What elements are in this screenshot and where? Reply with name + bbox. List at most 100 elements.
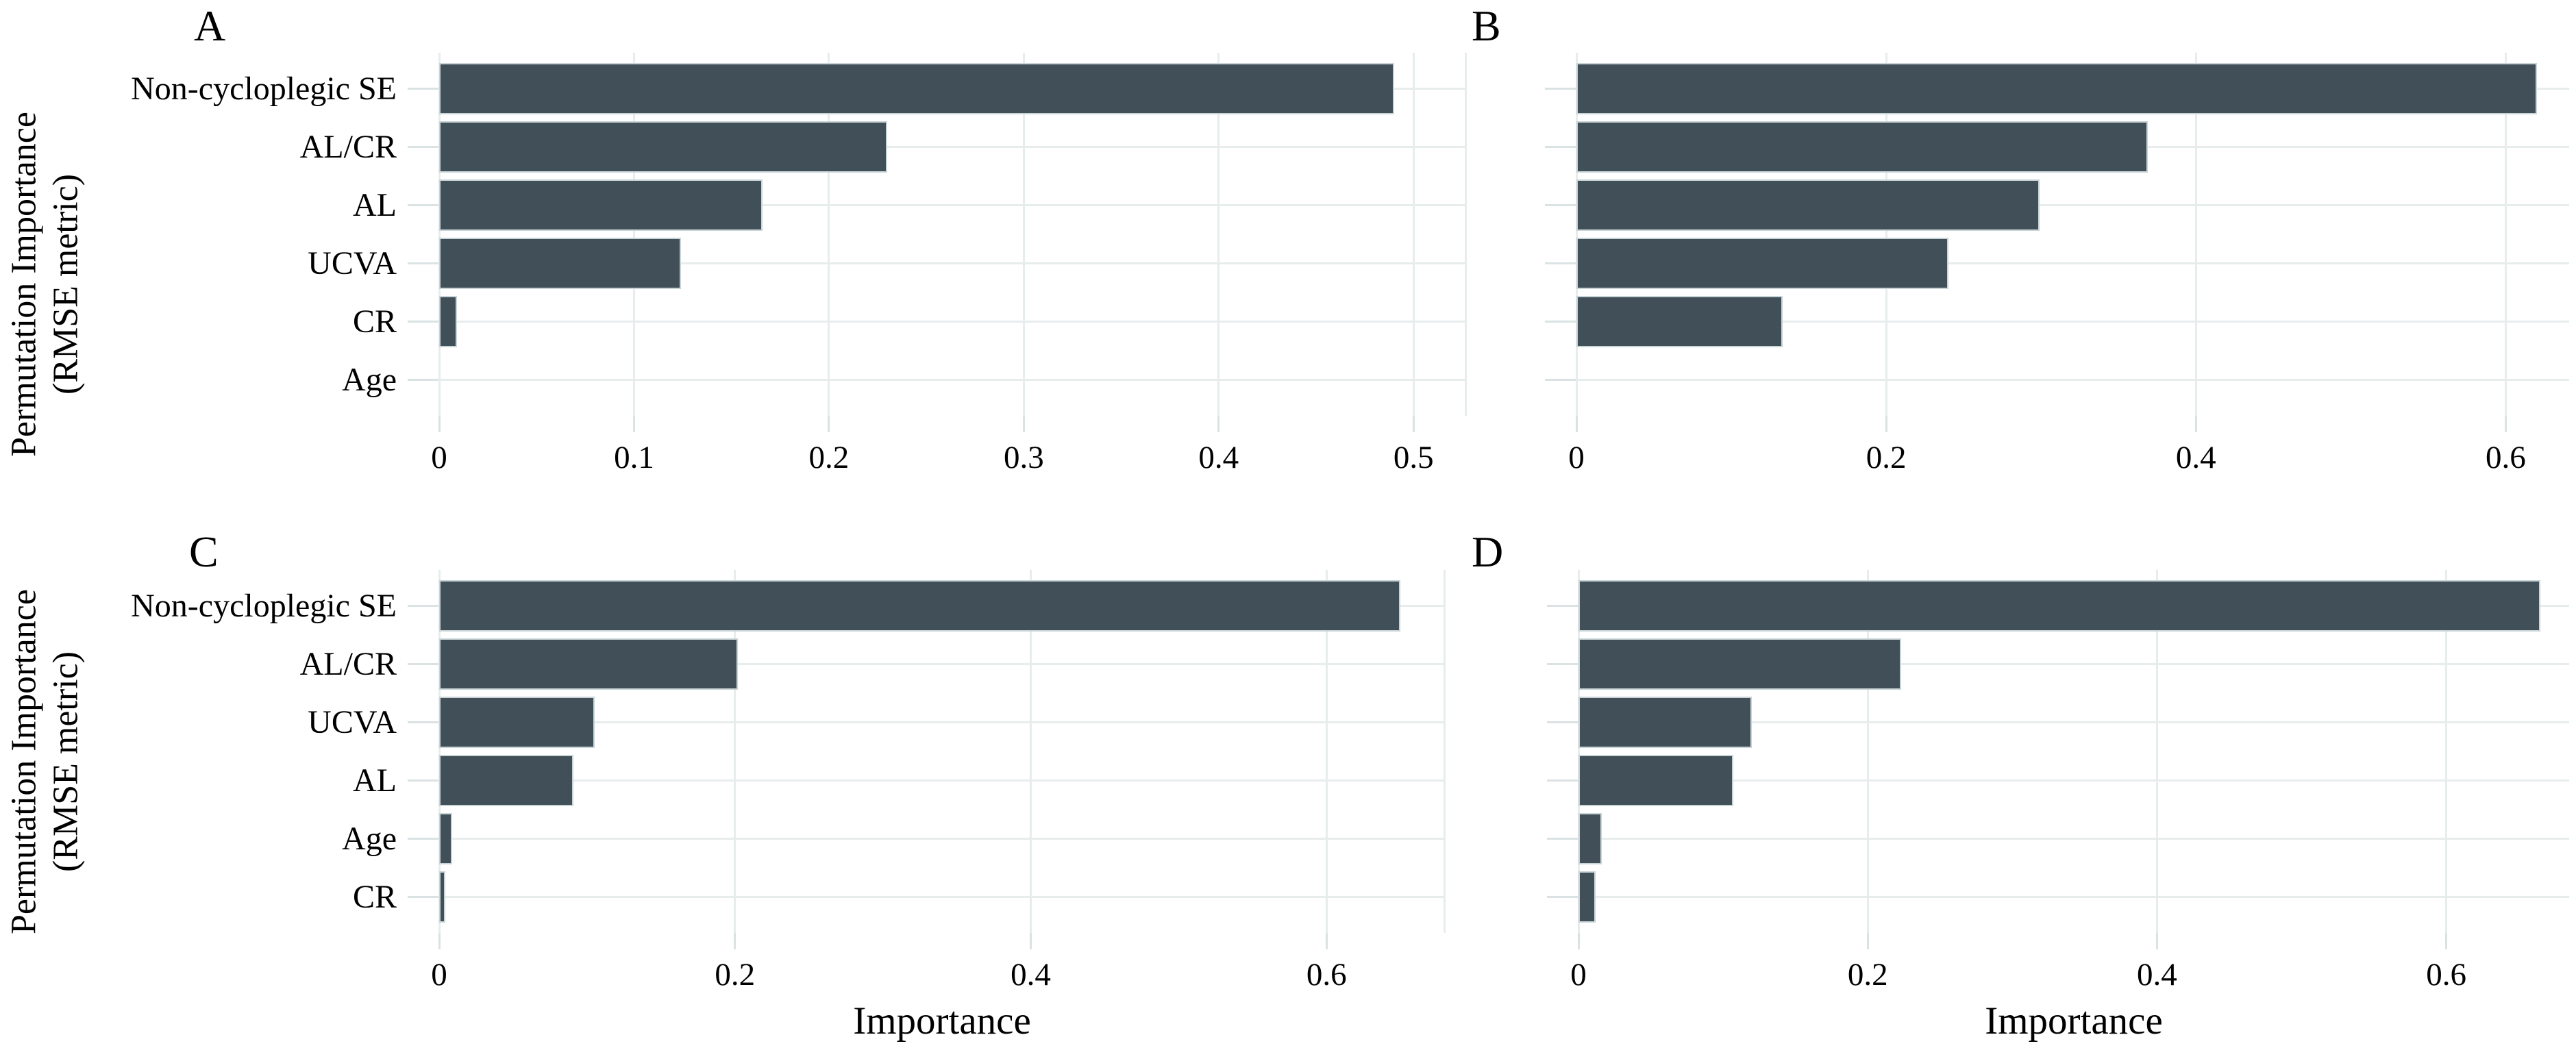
gridline-x [1217, 53, 1220, 416]
y-tick-mark [1547, 896, 1578, 898]
bar [1578, 697, 1753, 748]
panel-label-a: A [194, 1, 226, 50]
gridline-y [439, 262, 1466, 264]
x-tick-mark [2194, 416, 2197, 432]
x-tick-mark [2445, 933, 2448, 949]
y-category-label: UCVA [308, 245, 397, 282]
gridline-y [439, 146, 1466, 148]
x-axis-title-d: Importance [1985, 999, 2163, 1043]
gridline-x [1412, 53, 1415, 416]
x-tick-label: 0.6 [1306, 957, 1347, 993]
y-category-label: CR [352, 878, 397, 915]
bar [439, 179, 763, 231]
x-tick-mark [1325, 933, 1328, 949]
x-tick-mark [1885, 416, 1887, 432]
y-tick-mark [408, 146, 439, 148]
y-category-label: Age [342, 361, 397, 398]
gridline-x [438, 570, 441, 933]
y-category-label: Age [342, 820, 397, 857]
x-tick-mark [2155, 933, 2158, 949]
y-category-label: AL/CR [299, 645, 397, 682]
x-tick-label: 0.2 [1866, 440, 1907, 475]
gridline-y [1576, 379, 2569, 381]
bar [1578, 580, 2540, 632]
gridline-y [439, 838, 1445, 840]
x-tick-mark [1217, 416, 1220, 432]
gridline-x [2504, 53, 2507, 416]
y-tick-mark [1547, 779, 1578, 782]
gridline-y [1578, 896, 2569, 898]
x-tick-mark [1866, 933, 1869, 949]
x-tick-mark [1412, 416, 1415, 432]
gridline-y [1578, 663, 2569, 665]
x-tick-mark [438, 933, 441, 949]
bar [439, 238, 681, 289]
y-category-label: Non-cycloplegic SE [131, 70, 397, 107]
gridline-x [1022, 53, 1025, 416]
gridline-x [1575, 53, 1578, 416]
y-tick-mark [1547, 605, 1578, 607]
plot-area-c: 0 0.2 0.4 0.6 Non-cycloplegic SE AL/CR UCVA AL A… [131, 570, 1446, 991]
gridline-y [1578, 721, 2569, 723]
y-tick-mark [408, 663, 439, 665]
x-tick-label: 0 [431, 957, 447, 993]
x-tick-label: 0.2 [808, 440, 850, 475]
gridline-x [1866, 570, 1869, 933]
gridline-y [439, 721, 1445, 723]
bar [1576, 238, 1948, 289]
y-category-label: AL [353, 762, 397, 799]
gridline-x [1030, 570, 1032, 933]
x-tick-label: 0.6 [2485, 440, 2526, 475]
bar [1578, 638, 1901, 690]
x-tick-label: 0.5 [1393, 440, 1434, 475]
plot-area-b: 0 0.2 0.4 0.6 [1545, 53, 2569, 474]
gridline-x [632, 53, 635, 416]
bar [1578, 871, 1596, 923]
panel-right-edge [1465, 53, 1467, 416]
y-category-label: AL [353, 186, 397, 223]
plot-area-d: 0 0.2 0.4 0.6 [1547, 570, 2569, 991]
gridline-y [1576, 321, 2569, 323]
bar [439, 813, 453, 864]
y-tick-mark [1545, 204, 1576, 206]
x-tick-label: 0 [1570, 957, 1587, 993]
gridline-x [2155, 570, 2158, 933]
x-tick-mark [828, 416, 830, 432]
x-tick-mark [1030, 933, 1032, 949]
gridline-x [2445, 570, 2448, 933]
y-tick-mark [1545, 379, 1576, 381]
x-tick-label: 0 [431, 440, 447, 475]
x-tick-mark [438, 416, 441, 432]
bar [1576, 179, 2040, 231]
gridline-y [1576, 262, 2569, 264]
bar [439, 580, 1401, 632]
x-tick-label: 0.2 [715, 957, 756, 993]
gridline-y [439, 379, 1466, 381]
y-tick-mark [1547, 663, 1578, 665]
y-tick-mark [1545, 146, 1576, 148]
bar [1578, 755, 1733, 806]
y-tick-mark [1545, 262, 1576, 264]
panel-label-c: C [189, 527, 219, 576]
bar [439, 296, 457, 347]
y-category-label: UCVA [308, 703, 397, 740]
x-tick-mark [1575, 416, 1578, 432]
x-tick-label: 0.1 [614, 440, 654, 475]
x-tick-label: 0 [1568, 440, 1585, 475]
y-tick-mark [408, 721, 439, 723]
x-tick-mark [1577, 933, 1580, 949]
x-tick-label: 0.4 [1011, 957, 1051, 993]
y-tick-mark [408, 896, 439, 898]
bar [1576, 296, 1783, 347]
y-tick-mark [408, 779, 439, 782]
y-tick-mark [408, 321, 439, 323]
gridline-x [734, 570, 736, 933]
y-axis-title-row2: Permutation Importance (RMSE metric) [4, 589, 86, 934]
bar [439, 638, 739, 690]
bar [1578, 813, 1602, 864]
bar [439, 755, 574, 806]
y-tick-mark [408, 262, 439, 264]
gridline-x [828, 53, 830, 416]
y-tick-mark [408, 838, 439, 840]
